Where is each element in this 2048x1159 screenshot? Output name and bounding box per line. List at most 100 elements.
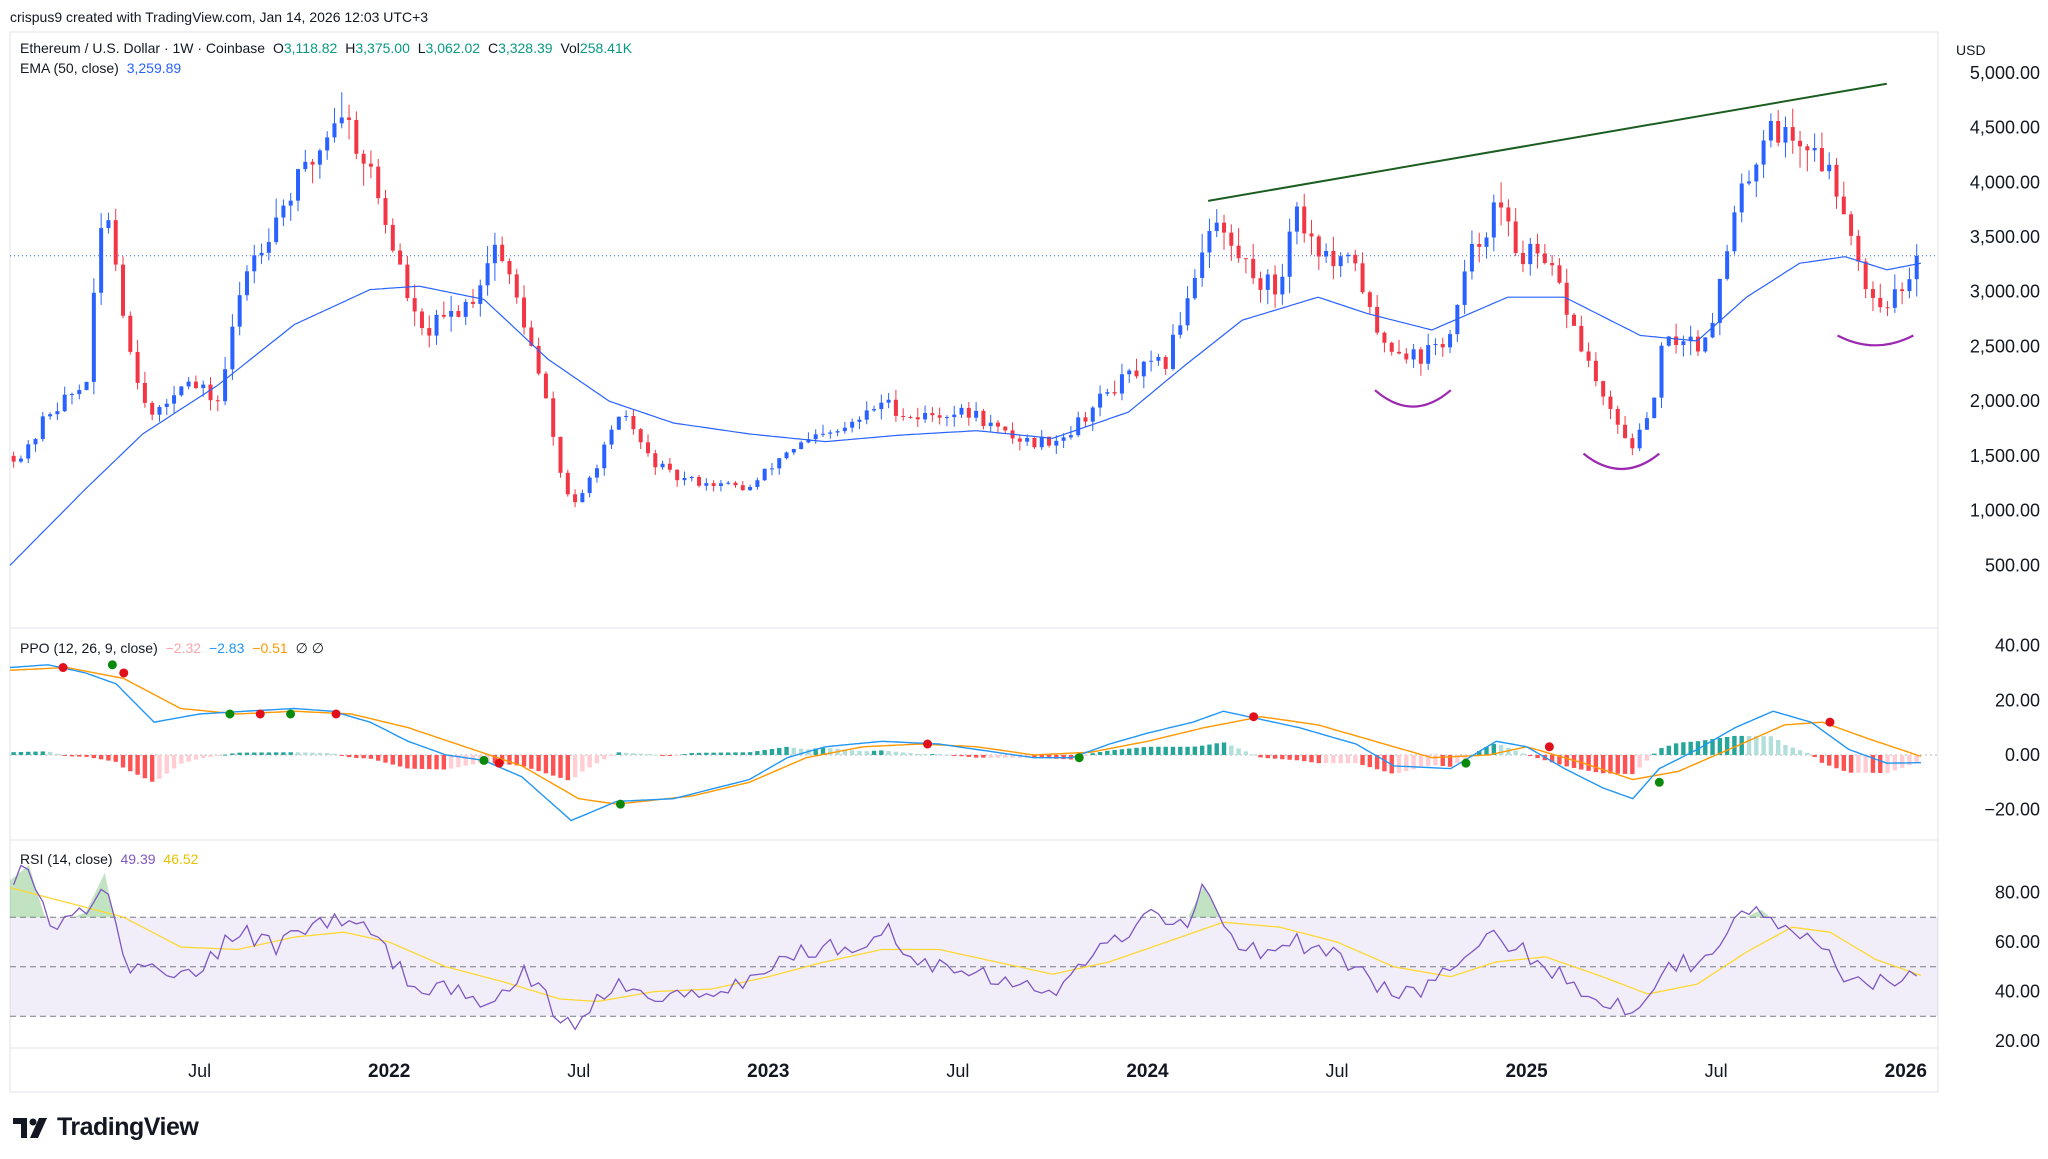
ppo-histogram-bar bbox=[1360, 754, 1365, 766]
candle-body bbox=[1156, 356, 1161, 361]
candle-body bbox=[500, 244, 505, 262]
candle-body bbox=[1280, 276, 1285, 295]
candle-body bbox=[1119, 374, 1124, 394]
ppo-histogram-bar bbox=[1309, 754, 1314, 763]
candle-body bbox=[1170, 334, 1175, 369]
price-pane bbox=[9, 82, 1938, 566]
candle-body bbox=[1528, 243, 1533, 265]
candle-body bbox=[740, 485, 745, 491]
candle-body bbox=[310, 161, 315, 165]
candle-body bbox=[1294, 206, 1299, 232]
symbol-title[interactable]: Ethereum / U.S. Dollar · 1W · Coinbase bbox=[20, 40, 266, 56]
candle-body bbox=[412, 298, 417, 312]
price-tick-label: 5,000.00 bbox=[1970, 63, 2040, 83]
tradingview-logo[interactable]: TradingView bbox=[13, 1113, 199, 1142]
candle-body bbox=[259, 252, 264, 256]
ppo-histogram-bar bbox=[1170, 746, 1176, 755]
ppo-histogram-bar bbox=[1411, 754, 1416, 770]
candle-body bbox=[1418, 349, 1423, 364]
candle-body bbox=[1557, 265, 1562, 283]
candle-body bbox=[419, 311, 424, 329]
ppo-histogram-bar bbox=[1914, 754, 1919, 763]
ppo-histogram-bar bbox=[324, 753, 330, 755]
candle-body bbox=[806, 439, 811, 443]
candle-body bbox=[427, 328, 432, 336]
candle-body bbox=[55, 411, 60, 415]
ema-legend[interactable]: EMA (50, close) 3,259.89 bbox=[20, 60, 185, 76]
candle-body bbox=[1593, 360, 1598, 382]
ppo-histogram-bar bbox=[1046, 754, 1052, 759]
ppo-histogram-bar bbox=[1367, 754, 1373, 768]
ppo-histogram-bar bbox=[1717, 738, 1723, 755]
ppo-histogram-bar bbox=[419, 754, 425, 769]
candle-body bbox=[18, 458, 23, 462]
ppo-histogram-bar bbox=[405, 754, 410, 769]
ppo-histogram-bar bbox=[529, 754, 534, 769]
candle-body bbox=[332, 123, 337, 138]
candle-body bbox=[930, 412, 935, 416]
ppo-histogram-bar bbox=[1498, 744, 1504, 755]
ppo-histogram-bar bbox=[1265, 754, 1270, 759]
ppo-label: PPO (12, 26, 9, close) bbox=[20, 640, 158, 656]
ppo-histogram-bar bbox=[674, 754, 680, 756]
ppo-histogram-bar bbox=[193, 754, 199, 760]
ppo-cross-dot bbox=[107, 660, 117, 670]
ppo-legend[interactable]: PPO (12, 26, 9, close) −2.32 −2.83 −0.51… bbox=[20, 640, 328, 657]
candle-body bbox=[1513, 221, 1518, 253]
ppo-histogram-bar bbox=[1353, 754, 1358, 764]
candle-body bbox=[981, 410, 986, 427]
ppo-histogram-bar bbox=[1710, 739, 1715, 755]
candle-body bbox=[339, 117, 344, 124]
candle-body bbox=[1032, 437, 1037, 448]
ppo-histogram-bar bbox=[1433, 754, 1438, 766]
ppo-histogram-bar bbox=[696, 752, 702, 755]
ppo-histogram-bar bbox=[514, 754, 519, 766]
candle-body bbox=[1214, 222, 1219, 232]
candle-body bbox=[915, 417, 920, 420]
candle-body bbox=[252, 255, 257, 272]
candle-body bbox=[113, 220, 118, 265]
ppo-histogram-bar bbox=[1827, 754, 1832, 766]
ppo-histogram-bar bbox=[1331, 754, 1336, 764]
rsi-legend[interactable]: RSI (14, close) 49.39 46.52 bbox=[20, 851, 202, 867]
ppo-histogram-bar bbox=[667, 754, 673, 756]
candle-body bbox=[879, 402, 884, 410]
rsi-label: RSI (14, close) bbox=[20, 851, 113, 867]
rsi-tick-label: 80.00 bbox=[1995, 883, 2040, 903]
ppo-histogram-bar bbox=[1863, 754, 1868, 773]
candle-body bbox=[1251, 258, 1256, 279]
candle-body bbox=[1273, 274, 1278, 295]
candle-body bbox=[1717, 278, 1722, 323]
ppo-histogram-bar bbox=[1032, 754, 1037, 758]
ppo-histogram-bar bbox=[106, 754, 111, 761]
ppo-tick-label: 0.00 bbox=[2005, 745, 2040, 765]
candle-body bbox=[1083, 417, 1088, 422]
price-tick-label: 3,000.00 bbox=[1970, 282, 2040, 302]
ppo-histogram-bar bbox=[747, 752, 753, 755]
candle-body bbox=[1761, 140, 1766, 165]
ppo-histogram-bar bbox=[142, 754, 148, 779]
ppo-cross-dot bbox=[615, 799, 625, 809]
ppo-histogram-bar bbox=[1885, 754, 1890, 773]
ppo-histogram-bar bbox=[580, 754, 585, 772]
c-value: 3,328.39 bbox=[498, 40, 553, 56]
ppo-histogram-bar bbox=[1637, 754, 1642, 768]
ppo-histogram-bar bbox=[1783, 744, 1788, 755]
candle-body bbox=[1819, 148, 1824, 172]
candle-body bbox=[478, 285, 483, 304]
ppo-histogram-bar bbox=[1615, 754, 1620, 774]
ppo-histogram-bar bbox=[1797, 750, 1803, 755]
candle-body bbox=[492, 244, 497, 264]
candle-body bbox=[1127, 370, 1132, 375]
candle-body bbox=[1258, 278, 1263, 290]
ppo-histogram-bar bbox=[1185, 746, 1190, 755]
l-label: L bbox=[417, 40, 426, 56]
candle-body bbox=[172, 395, 177, 404]
candle-body bbox=[215, 400, 220, 402]
ppo-histogram-bar bbox=[572, 754, 578, 778]
ppo-histogram-bar bbox=[769, 748, 775, 755]
candle-body bbox=[1367, 292, 1372, 307]
candle-body bbox=[1112, 392, 1117, 394]
ppo-histogram-bar bbox=[1688, 741, 1693, 755]
price-axis: 500.00 1,000.00 1,500.00 2,000.00 2,500.00 3,… bbox=[1970, 63, 2040, 1051]
